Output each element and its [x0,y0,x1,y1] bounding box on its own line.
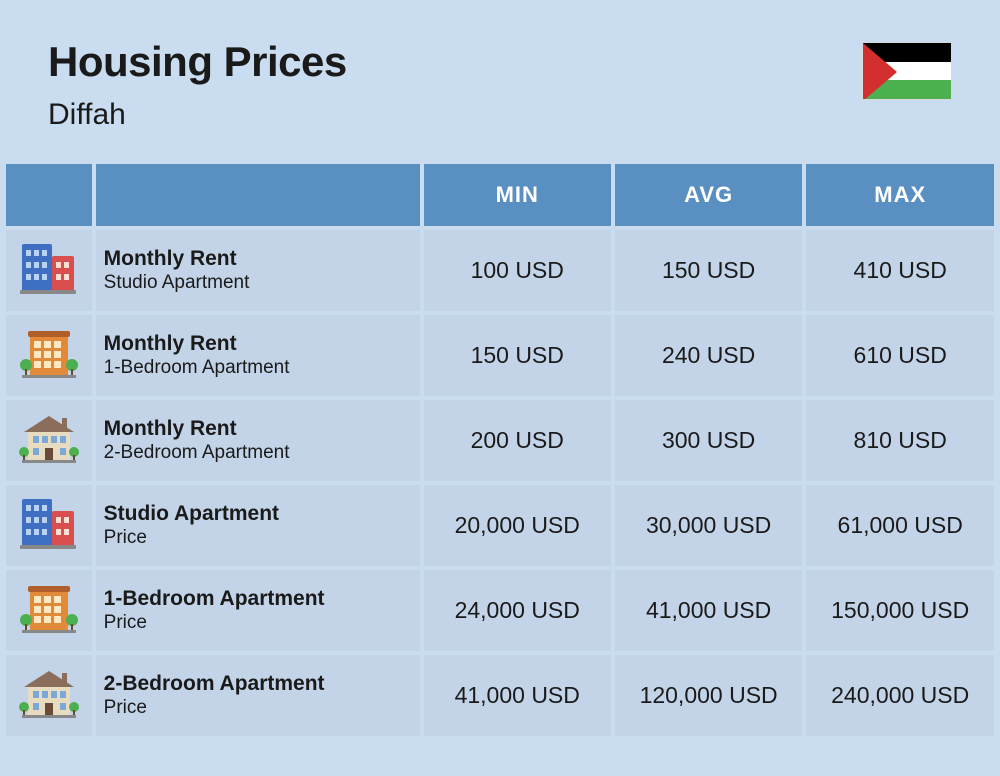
row-subtitle: 1-Bedroom Apartment [104,356,408,381]
row-title: Monthly Rent [104,246,408,271]
header-text: Housing Prices Diffah [48,38,347,132]
table-row: 1-Bedroom Apartment Price 24,000 USD 41,… [6,570,994,651]
col-min: MIN [424,164,611,226]
table-row: Monthly Rent 2-Bedroom Apartment 200 USD… [6,400,994,481]
row-icon-cell [6,400,92,481]
row-title: Monthly Rent [104,416,408,441]
row-label-cell: Monthly Rent Studio Apartment [96,230,420,311]
row-max: 240,000 USD [806,655,994,736]
header-empty-2 [96,164,420,226]
row-max: 810 USD [806,400,994,481]
row-label-cell: Studio Apartment Price [96,485,420,566]
row-label-cell: Monthly Rent 2-Bedroom Apartment [96,400,420,481]
table-row: Monthly Rent 1-Bedroom Apartment 150 USD… [6,315,994,396]
row-avg: 120,000 USD [615,655,803,736]
house-beige-icon [18,665,80,721]
building-orange-icon [18,325,80,381]
row-icon-cell [6,655,92,736]
table-row: Studio Apartment Price 20,000 USD 30,000… [6,485,994,566]
row-min: 150 USD [424,315,611,396]
row-avg: 240 USD [615,315,803,396]
col-avg: AVG [615,164,803,226]
table-header-row: MIN AVG MAX [6,164,994,226]
row-avg: 41,000 USD [615,570,803,651]
row-title: Monthly Rent [104,331,408,356]
header: Housing Prices Diffah [0,0,1000,160]
row-min: 100 USD [424,230,611,311]
building-blue-red-icon [18,240,80,296]
row-min: 24,000 USD [424,570,611,651]
table-row: Monthly Rent Studio Apartment 100 USD 15… [6,230,994,311]
row-max: 410 USD [806,230,994,311]
row-title: Studio Apartment [104,501,408,526]
building-blue-red-icon [18,495,80,551]
row-icon-cell [6,485,92,566]
row-max: 150,000 USD [806,570,994,651]
page-title: Housing Prices [48,38,347,86]
row-max: 61,000 USD [806,485,994,566]
row-subtitle: Price [104,611,408,636]
row-avg: 150 USD [615,230,803,311]
pricing-table: MIN AVG MAX Monthly Rent Studio Apartmen… [0,160,1000,740]
flag-icon [862,42,952,100]
row-min: 20,000 USD [424,485,611,566]
row-max: 610 USD [806,315,994,396]
row-min: 200 USD [424,400,611,481]
row-title: 1-Bedroom Apartment [104,586,408,611]
row-label-cell: 1-Bedroom Apartment Price [96,570,420,651]
row-label-cell: Monthly Rent 1-Bedroom Apartment [96,315,420,396]
row-label-cell: 2-Bedroom Apartment Price [96,655,420,736]
table-row: 2-Bedroom Apartment Price 41,000 USD 120… [6,655,994,736]
row-avg: 300 USD [615,400,803,481]
row-avg: 30,000 USD [615,485,803,566]
row-icon-cell [6,315,92,396]
row-subtitle: 2-Bedroom Apartment [104,441,408,466]
col-max: MAX [806,164,994,226]
row-subtitle: Studio Apartment [104,271,408,296]
row-icon-cell [6,230,92,311]
row-min: 41,000 USD [424,655,611,736]
house-beige-icon [18,410,80,466]
row-icon-cell [6,570,92,651]
row-title: 2-Bedroom Apartment [104,671,408,696]
header-empty-1 [6,164,92,226]
building-orange-icon [18,580,80,636]
page-location: Diffah [48,98,347,132]
row-subtitle: Price [104,526,408,551]
row-subtitle: Price [104,696,408,721]
